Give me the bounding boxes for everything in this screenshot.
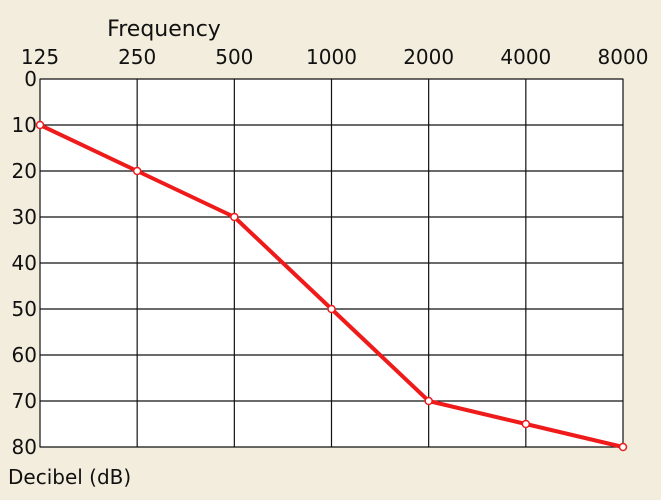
x-tick-label: 250 — [118, 45, 156, 69]
series-points — [35, 120, 628, 452]
data-point — [35, 120, 45, 130]
y-tick-label: 30 — [12, 205, 37, 229]
y-tick-label: 70 — [12, 389, 37, 413]
x-tick-label: 8000 — [598, 45, 649, 69]
data-point — [132, 166, 142, 176]
y-tick-label: 50 — [12, 297, 37, 321]
x-tick-label: 125 — [21, 45, 59, 69]
data-point — [327, 304, 336, 314]
x-tick-label: 500 — [215, 45, 253, 69]
y-tick-label: 20 — [12, 159, 37, 183]
y-tick-label: 10 — [12, 113, 37, 137]
x-tick-label: 1000 — [306, 45, 357, 69]
data-point — [424, 396, 433, 406]
y-tick-label: 80 — [12, 435, 37, 459]
y-axis-label: Decibel (dB) — [8, 465, 131, 489]
x-tick-label: 4000 — [500, 45, 551, 69]
data-point — [521, 419, 531, 429]
y-tick-label: 0 — [24, 67, 37, 91]
data-point — [618, 442, 628, 452]
x-axis-label: Frequency — [107, 17, 221, 42]
data-point — [230, 212, 239, 222]
x-tick-label: 2000 — [403, 45, 454, 69]
y-tick-label: 60 — [12, 343, 37, 367]
y-tick-label: 40 — [12, 251, 37, 275]
x-axis-tick-labels: 125 250 500 1000 2000 4000 8000 — [21, 45, 649, 69]
y-axis-tick-labels: 0 10 20 30 40 50 60 70 80 — [12, 67, 37, 459]
